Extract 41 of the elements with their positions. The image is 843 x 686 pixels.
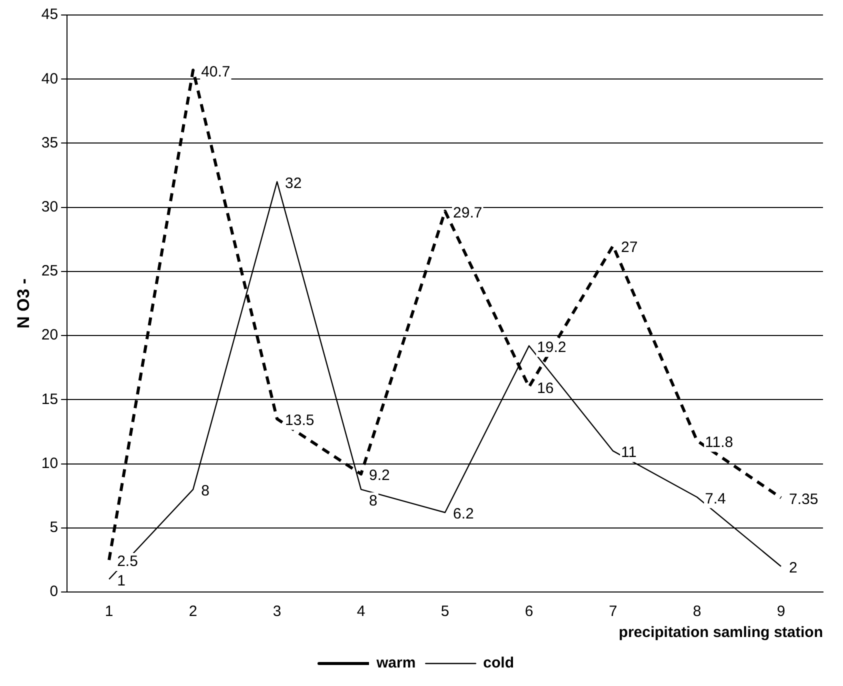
data-label: 16 <box>537 380 554 397</box>
y-tick-label: 45 <box>41 6 58 24</box>
y-axis-title: N O3 - <box>14 278 33 329</box>
y-tick-label: 0 <box>50 583 58 600</box>
data-label: 2.5 <box>117 553 138 570</box>
data-label: 27 <box>621 238 638 256</box>
y-tick-label: 40 <box>41 70 58 88</box>
data-label: 11 <box>621 444 637 462</box>
x-tick-label: 4 <box>356 603 366 620</box>
data-label: 2 <box>789 559 798 576</box>
x-tick-label: 1 <box>104 603 114 620</box>
data-label: 32 <box>285 174 302 192</box>
y-tick-label: 35 <box>41 134 58 152</box>
data-label: 9.2 <box>369 467 390 484</box>
x-tick-label: 6 <box>524 603 534 620</box>
x-tick-label: 2 <box>188 603 198 620</box>
data-label: 40.7 <box>201 63 230 80</box>
data-label: 8 <box>201 482 210 500</box>
y-tick-label: 15 <box>41 390 58 408</box>
data-label: 19.2 <box>537 338 566 356</box>
x-tick-label: 8 <box>692 603 702 620</box>
x-axis-title: precipitation samling station <box>618 624 823 642</box>
legend-label: warm <box>375 654 416 672</box>
data-label: 7.35 <box>789 490 818 508</box>
data-label: 8 <box>369 492 378 510</box>
data-label: 11.8 <box>705 434 734 451</box>
data-label: 13.5 <box>285 412 314 430</box>
y-tick-label: 30 <box>41 198 58 216</box>
data-label: 1 <box>117 572 126 590</box>
y-tick-label: 20 <box>41 326 58 344</box>
y-tick-label: 5 <box>50 519 58 536</box>
x-tick-label: 3 <box>272 603 282 620</box>
legend-label: cold <box>483 654 514 672</box>
data-label: 6.2 <box>453 506 474 523</box>
data-label: 7.4 <box>705 490 726 508</box>
y-tick-label: 10 <box>41 454 58 472</box>
data-label: 29.7 <box>453 204 482 222</box>
x-tick-label: 5 <box>440 603 450 620</box>
x-tick-label: 9 <box>776 603 786 620</box>
x-tick-label: 7 <box>608 603 618 620</box>
y-tick-label: 25 <box>41 262 58 280</box>
